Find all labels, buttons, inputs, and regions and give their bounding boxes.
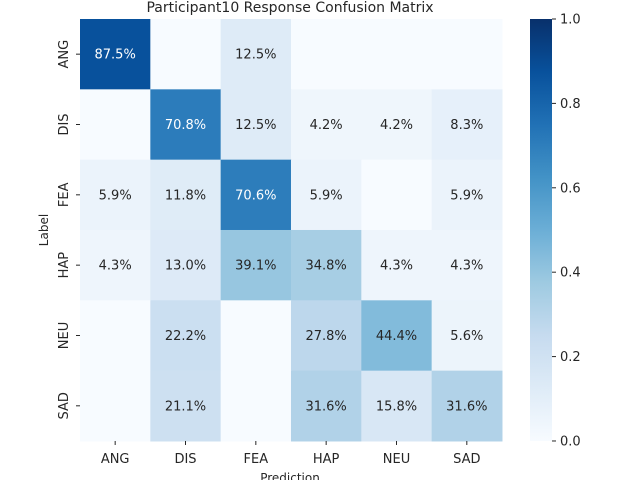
heatmap-cell (431, 159, 503, 231)
colorbar-tick-label: 1.0 (560, 13, 581, 28)
colorbar-tick-label: 0.0 (560, 434, 581, 449)
heatmap-cells: 87.5% 12.5% 70.8% 12.5% 4.2% 4.2% 8.3% 5.9% 11.8… (80, 19, 503, 442)
x-tick-label: NEU (383, 452, 410, 467)
heatmap-cell (220, 300, 292, 372)
cell-value-label: 4.3% (450, 259, 483, 274)
x-axis-label: Prediction (260, 471, 320, 480)
y-tick-label: HAP (57, 252, 72, 279)
x-tick-label: ANG (101, 452, 130, 467)
heatmap-cell (431, 370, 503, 442)
cell-value-label: 70.8% (165, 118, 206, 133)
heatmap-cell (150, 159, 222, 231)
cell-value-label: 21.1% (165, 399, 206, 414)
heatmap-cell (431, 19, 503, 90)
colorbar-tick-label: 0.4 (560, 266, 581, 281)
colorbar-tick-label: 0.6 (560, 181, 581, 196)
y-tick-label: DIS (57, 113, 72, 135)
heatmap-cell (290, 159, 362, 231)
x-tick-label: FEA (244, 452, 269, 467)
heatmap-cell (361, 159, 433, 231)
heatmap-cell (150, 229, 222, 301)
heatmap-cell (80, 300, 151, 372)
cell-value-label: 70.6% (235, 188, 276, 203)
x-tick-label: DIS (174, 452, 196, 467)
heatmap-cell (220, 19, 292, 90)
heatmap-cell (150, 89, 222, 161)
cell-value-label: 31.6% (446, 399, 487, 414)
heatmap-cell (431, 89, 503, 161)
cell-value-label: 87.5% (95, 48, 136, 63)
colorbar-gradient (530, 19, 552, 441)
x-tick-label: SAD (453, 452, 480, 467)
cell-value-label: 4.3% (99, 259, 132, 274)
heatmap-cell (220, 229, 292, 301)
x-tick-label: HAP (313, 452, 340, 467)
cell-value-label: 27.8% (305, 329, 346, 344)
heatmap-cell (290, 19, 362, 90)
heatmap-cell (290, 300, 362, 372)
y-tick-label: NEU (57, 322, 72, 349)
cell-value-label: 44.4% (376, 329, 417, 344)
heatmap-cell (220, 370, 292, 442)
cell-value-label: 15.8% (376, 399, 417, 414)
y-tick-label: ANG (57, 40, 72, 69)
colorbar: 0.0 0.2 0.4 0.6 0.8 1.0 (530, 13, 581, 449)
heatmap-cell (150, 370, 222, 442)
cell-value-label: 5.9% (99, 188, 132, 203)
heatmap-cell (361, 300, 433, 372)
heatmap-cell (290, 229, 362, 301)
heatmap-cell (150, 300, 222, 372)
colorbar-tick-label: 0.8 (560, 97, 581, 112)
cell-value-label: 39.1% (235, 259, 276, 274)
heatmap-cell (290, 89, 362, 161)
heatmap-cell (220, 159, 292, 231)
cell-value-label: 31.6% (305, 399, 346, 414)
chart-title: Participant10 Response Confusion Matrix (146, 0, 433, 16)
cell-value-label: 4.3% (380, 259, 413, 274)
heatmap-cell (361, 229, 433, 301)
cell-value-label: 4.2% (310, 118, 343, 133)
cell-value-label: 22.2% (165, 329, 206, 344)
cell-value-label: 8.3% (450, 118, 483, 133)
y-tick-label: SAD (57, 392, 72, 419)
cell-value-label: 5.9% (450, 188, 483, 203)
heatmap-cell (80, 89, 151, 161)
colorbar-tick-label: 0.2 (560, 350, 581, 365)
cell-value-label: 12.5% (235, 48, 276, 63)
heatmap-cell (150, 19, 222, 90)
x-axis-ticks: ANG DIS FEA HAP NEU SAD (101, 440, 481, 467)
cell-value-label: 5.9% (310, 188, 343, 203)
heatmap-cell (431, 229, 503, 301)
cell-value-label: 11.8% (165, 188, 206, 203)
cell-value-label: 4.2% (380, 118, 413, 133)
heatmap-cell (290, 370, 362, 442)
heatmap-cell (361, 89, 433, 161)
y-tick-label: FEA (57, 182, 72, 207)
heatmap-cell (80, 19, 151, 90)
heatmap-cell (361, 19, 433, 90)
cell-value-label: 12.5% (235, 118, 276, 133)
heatmap-cell (220, 89, 292, 161)
heatmap-cell (361, 370, 433, 442)
cell-value-label: 13.0% (165, 259, 206, 274)
cell-value-label: 34.8% (305, 259, 346, 274)
y-axis-label: Label (37, 214, 51, 246)
heatmap-cell (80, 159, 151, 231)
heatmap-cell (431, 300, 503, 372)
heatmap-cell (80, 370, 151, 442)
heatmap-cell (80, 229, 151, 301)
y-axis-ticks: ANG DIS FEA HAP NEU SAD (57, 40, 80, 420)
cell-value-label: 5.6% (450, 329, 483, 344)
